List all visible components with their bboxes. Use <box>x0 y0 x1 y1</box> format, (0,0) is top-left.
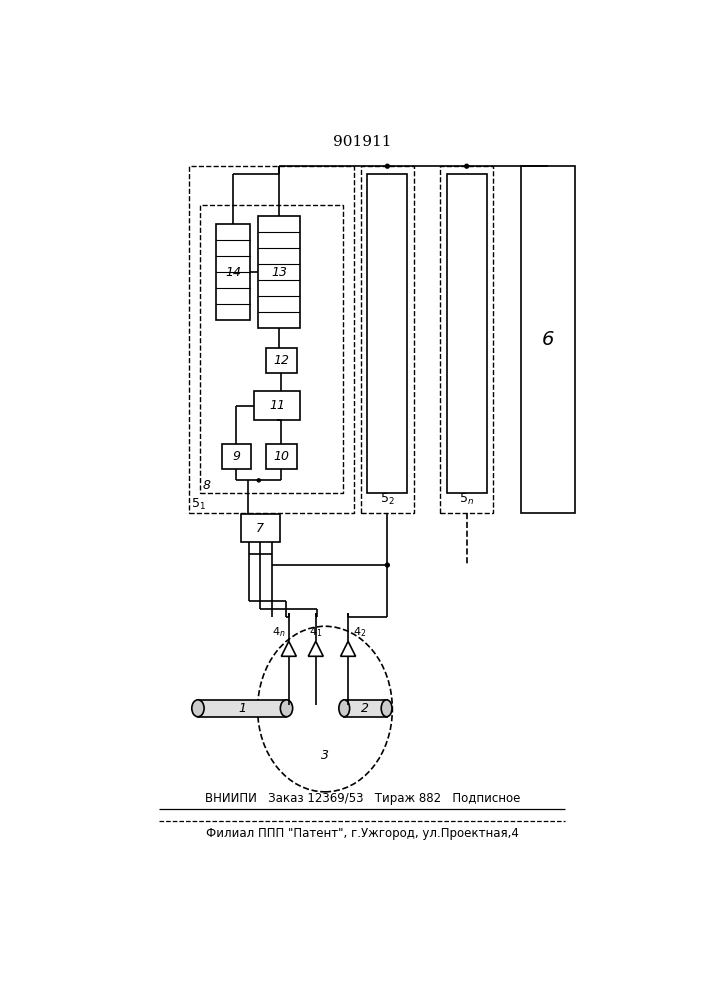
Bar <box>361 166 414 513</box>
Bar <box>254 391 300 420</box>
Text: $5_1$: $5_1$ <box>191 497 206 512</box>
Ellipse shape <box>281 700 293 717</box>
Text: 2: 2 <box>361 702 370 715</box>
Text: $4_2$: $4_2$ <box>353 625 366 639</box>
Bar <box>241 514 279 542</box>
Text: Филиал ППП "Патент", г.Ужгород, ул.Проектная,4: Филиал ППП "Патент", г.Ужгород, ул.Проек… <box>206 827 519 840</box>
Text: 11: 11 <box>269 399 285 412</box>
Bar <box>266 444 296 469</box>
Text: 10: 10 <box>273 450 289 463</box>
Text: $5_2$: $5_2$ <box>380 491 395 507</box>
Bar <box>447 174 486 493</box>
Bar <box>344 700 387 717</box>
Text: $4_n$: $4_n$ <box>272 625 286 639</box>
Text: $4_1$: $4_1$ <box>309 625 322 639</box>
Text: $5_n$: $5_n$ <box>459 491 474 507</box>
Text: 901911: 901911 <box>334 135 392 149</box>
Text: 13: 13 <box>271 266 287 279</box>
Circle shape <box>257 479 260 482</box>
Text: 7: 7 <box>257 522 264 535</box>
Text: 8: 8 <box>203 479 211 492</box>
Bar <box>521 166 575 513</box>
Text: 14: 14 <box>225 266 241 279</box>
Text: 9: 9 <box>233 450 240 463</box>
Text: ВНИИПИ   Заказ 12369/53   Тираж 882   Подписное: ВНИИПИ Заказ 12369/53 Тираж 882 Подписно… <box>205 792 520 805</box>
Bar <box>266 348 296 373</box>
Text: 6: 6 <box>542 330 554 349</box>
Bar <box>216 224 250 320</box>
Bar <box>198 700 286 717</box>
Bar <box>440 166 493 513</box>
Circle shape <box>385 563 390 567</box>
Bar <box>222 444 251 469</box>
Text: 3: 3 <box>321 749 329 762</box>
Ellipse shape <box>339 700 350 717</box>
Bar <box>189 166 354 513</box>
Bar <box>258 216 300 328</box>
Bar <box>368 174 407 493</box>
Text: 1: 1 <box>238 702 246 715</box>
Bar <box>200 205 343 493</box>
Circle shape <box>385 164 390 168</box>
Circle shape <box>464 164 469 168</box>
Text: 12: 12 <box>273 354 289 367</box>
Ellipse shape <box>192 700 204 717</box>
Ellipse shape <box>381 700 392 717</box>
